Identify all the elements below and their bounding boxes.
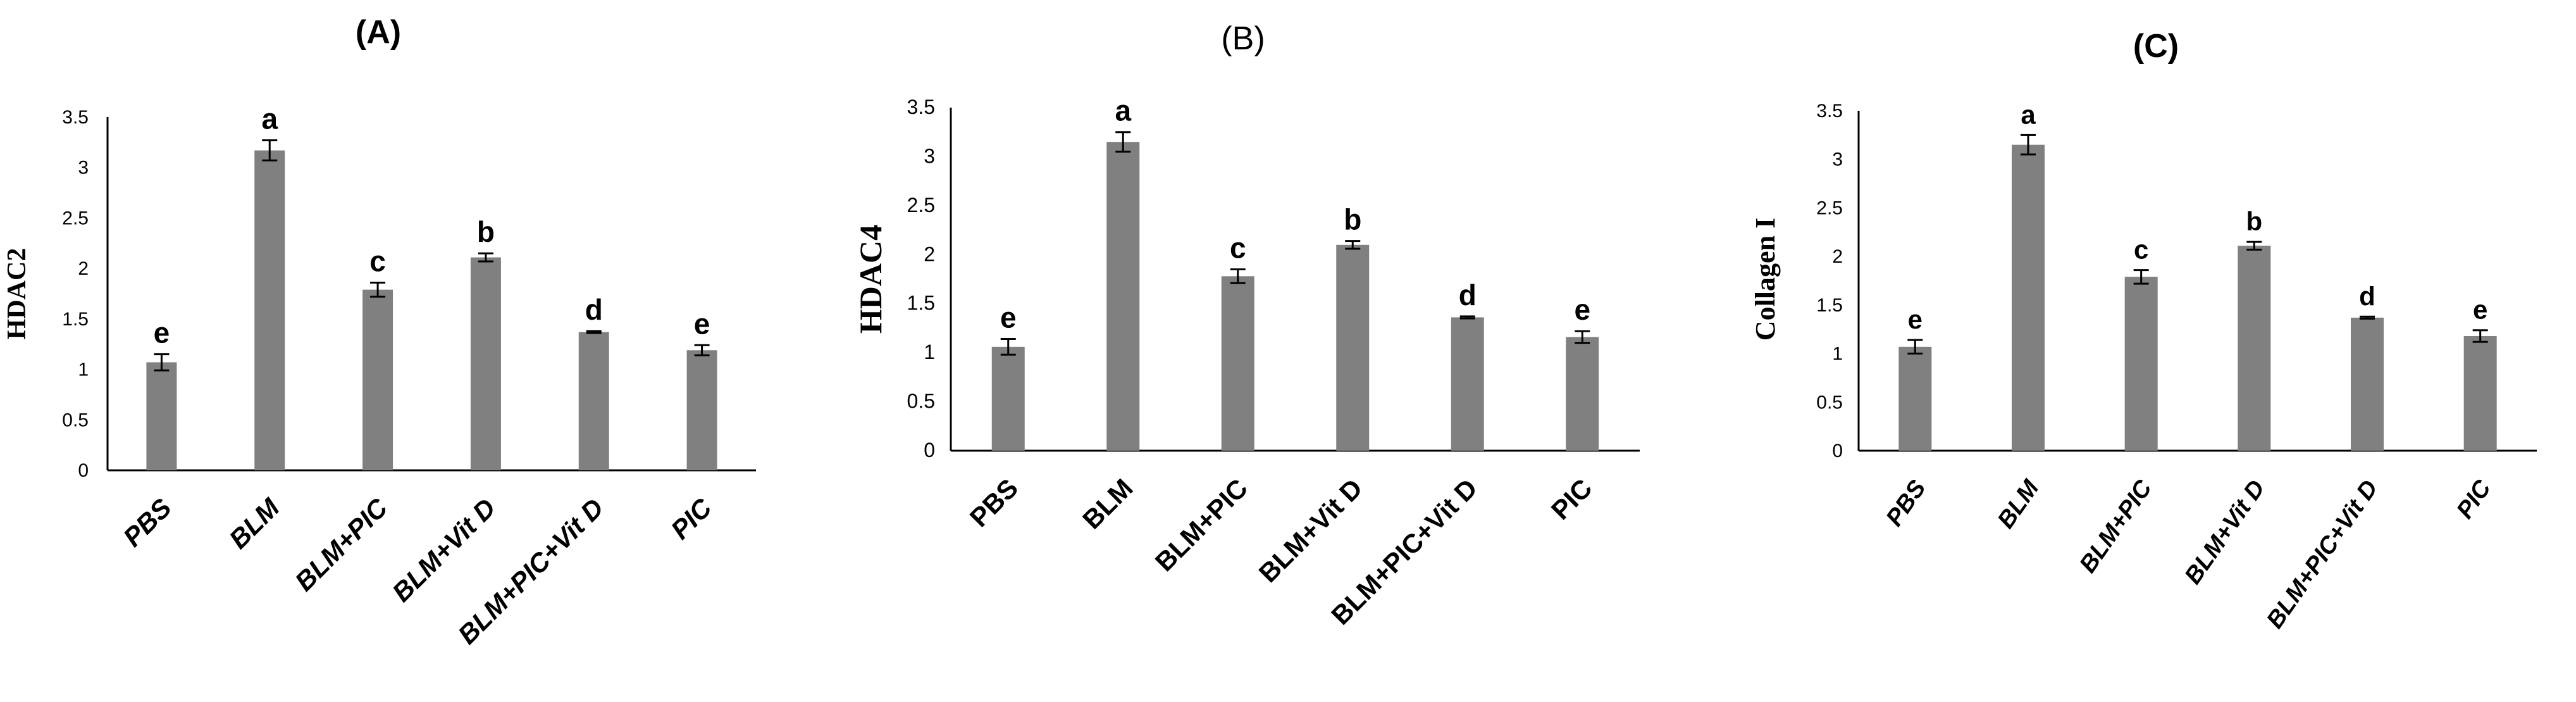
x-tick-label: PIC: [665, 492, 717, 545]
panel-title: (C): [2133, 28, 2179, 65]
y-tick-label: 0.5: [1816, 392, 1843, 413]
panel-title: (B): [1221, 20, 1265, 57]
significance-label: e: [154, 317, 170, 349]
x-tick-label: PIC: [1545, 473, 1598, 525]
significance-label: a: [1115, 94, 1131, 127]
x-tick-label: BLM: [223, 492, 285, 554]
significance-label: b: [477, 215, 495, 248]
y-tick-label: 2.5: [62, 208, 89, 229]
bar: [578, 332, 609, 470]
y-tick-label: 2: [78, 258, 89, 279]
significance-label: c: [369, 244, 386, 277]
y-tick-label: 1: [924, 341, 935, 363]
significance-label: e: [1908, 304, 1923, 334]
y-tick-label: 1.5: [1816, 295, 1843, 316]
significance-label: e: [1000, 301, 1017, 334]
x-tick-label: PBS: [117, 492, 176, 552]
significance-label: e: [694, 307, 710, 340]
bar: [470, 257, 501, 470]
x-tick-label: BLM: [1077, 473, 1139, 535]
y-axis-label: HDAC2: [3, 248, 32, 340]
x-tick-label: PBS: [964, 473, 1024, 532]
significance-label: b: [2246, 206, 2263, 236]
chart-panel-2: (B) HDAC4 0 0.5 1 1.5 2 2.5 3 3.5 e PBS a BLM c BLM+PIC…: [853, 20, 1640, 630]
bar: [1898, 346, 1932, 451]
y-axis-label: Collagen I: [1750, 218, 1781, 341]
bar: [991, 346, 1025, 451]
significance-label: b: [1344, 203, 1361, 236]
x-tick-label: BLM+PIC: [2074, 475, 2157, 578]
bar: [2012, 144, 2045, 451]
x-tick-label: BLM+PIC+Vit D: [2262, 475, 2383, 634]
significance-label: e: [2473, 295, 2487, 325]
y-tick-label: 1.5: [62, 309, 89, 330]
y-tick-label: 0: [1832, 441, 1843, 461]
y-tick-label: 2: [924, 242, 935, 265]
y-tick-label: 0.5: [62, 410, 89, 430]
bar: [254, 150, 285, 470]
x-tick-label: BLM+Vit D: [387, 492, 501, 607]
y-tick-label: 2.5: [907, 194, 935, 216]
y-tick-label: 1: [1832, 344, 1843, 365]
x-tick-label: PIC: [2451, 475, 2496, 523]
y-tick-label: 3: [78, 158, 89, 179]
bar: [1221, 276, 1254, 451]
significance-label: d: [1459, 279, 1477, 311]
bar: [146, 362, 177, 470]
significance-label: c: [1230, 232, 1246, 265]
panel-title: (A): [356, 14, 401, 51]
y-axis-label: HDAC4: [853, 225, 888, 334]
bar: [1106, 142, 1140, 451]
bar: [2463, 335, 2497, 451]
y-tick-label: 2: [1832, 246, 1843, 267]
bar: [1336, 244, 1370, 451]
y-tick-label: 0: [924, 439, 935, 461]
x-tick-label: BLM: [1993, 475, 2045, 534]
bar: [1566, 337, 1599, 451]
x-tick-label: BLM+PIC: [289, 492, 393, 597]
x-tick-label: BLM+Vit D: [2180, 475, 2270, 589]
bar: [2351, 317, 2384, 451]
significance-label: d: [2359, 281, 2375, 311]
significance-label: c: [2134, 235, 2148, 265]
y-tick-label: 3: [1832, 149, 1843, 170]
x-tick-label: PBS: [1881, 475, 1931, 531]
significance-label: a: [261, 103, 278, 135]
y-tick-label: 3.5: [907, 96, 935, 118]
bar: [1451, 317, 1484, 451]
chart-panel-3: (C) Collagen I 0 0.5 1 1.5 2 2.5 3 3.5 e PBS a BLM c BL…: [1750, 28, 2537, 634]
x-tick-label: BLM+Vit D: [1253, 473, 1368, 588]
significance-label: a: [2021, 99, 2036, 129]
significance-label: e: [1574, 293, 1590, 326]
y-tick-label: 3.5: [62, 107, 89, 128]
bar: [2238, 246, 2271, 451]
bar: [2124, 277, 2158, 451]
x-tick-label: BLM+PIC: [1149, 473, 1253, 577]
y-tick-label: 1: [78, 360, 89, 380]
bar: [686, 350, 717, 470]
y-tick-label: 0: [78, 460, 89, 481]
y-tick-label: 3.5: [1816, 101, 1843, 122]
y-tick-label: 3: [924, 144, 935, 167]
y-tick-label: 2.5: [1816, 197, 1843, 218]
y-tick-label: 0.5: [907, 390, 935, 413]
bar: [362, 289, 393, 470]
y-tick-label: 1.5: [907, 292, 935, 315]
chart-panel-1: (A) HDAC2 0 0.5 1 1.5 2 2.5 3 3.5 e PBS a BLM c BLM+PIC…: [3, 14, 756, 649]
significance-label: d: [585, 293, 603, 326]
